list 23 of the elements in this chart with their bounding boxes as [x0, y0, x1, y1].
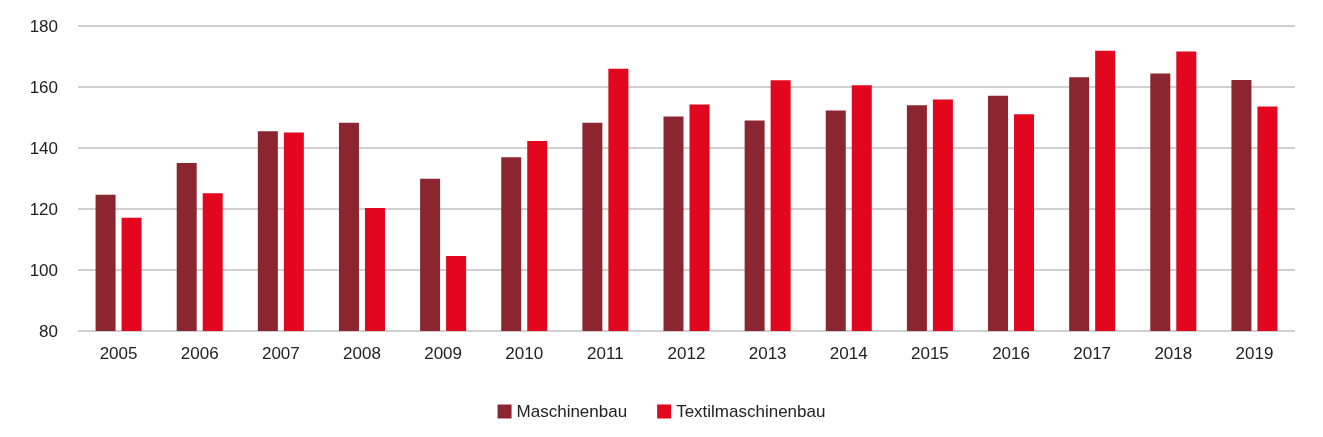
- x-tick-label: 2018: [1154, 344, 1193, 363]
- x-tick-label: 2016: [992, 344, 1030, 363]
- legend-label: Maschinenbau: [516, 402, 628, 421]
- y-tick-label: 140: [29, 138, 58, 158]
- x-tick-label: 2006: [180, 344, 219, 363]
- x-tick-label: 2008: [343, 344, 381, 363]
- y-tick-label: 120: [29, 199, 58, 219]
- x-tick-label: 2017: [1073, 344, 1112, 363]
- x-tick-label: 2009: [424, 344, 463, 363]
- x-tick-label: 2005: [99, 344, 138, 363]
- x-tick-label: 2010: [505, 344, 544, 363]
- x-tick-label: 2013: [748, 344, 787, 363]
- x-tick-label: 2011: [587, 344, 624, 363]
- x-tick-label: 2007: [261, 344, 300, 363]
- y-tick-label: 80: [39, 321, 58, 341]
- x-tick-label: 2019: [1235, 344, 1274, 363]
- y-tick-label: 180: [29, 16, 58, 36]
- x-tick-label: 2012: [667, 344, 706, 363]
- x-tick-label: 2014: [829, 344, 868, 363]
- y-tick-label: 160: [29, 77, 58, 97]
- y-tick-label: 100: [29, 260, 58, 280]
- x-tick-label: 2015: [910, 344, 949, 363]
- legend-label: Textilmaschinenbau: [676, 402, 826, 421]
